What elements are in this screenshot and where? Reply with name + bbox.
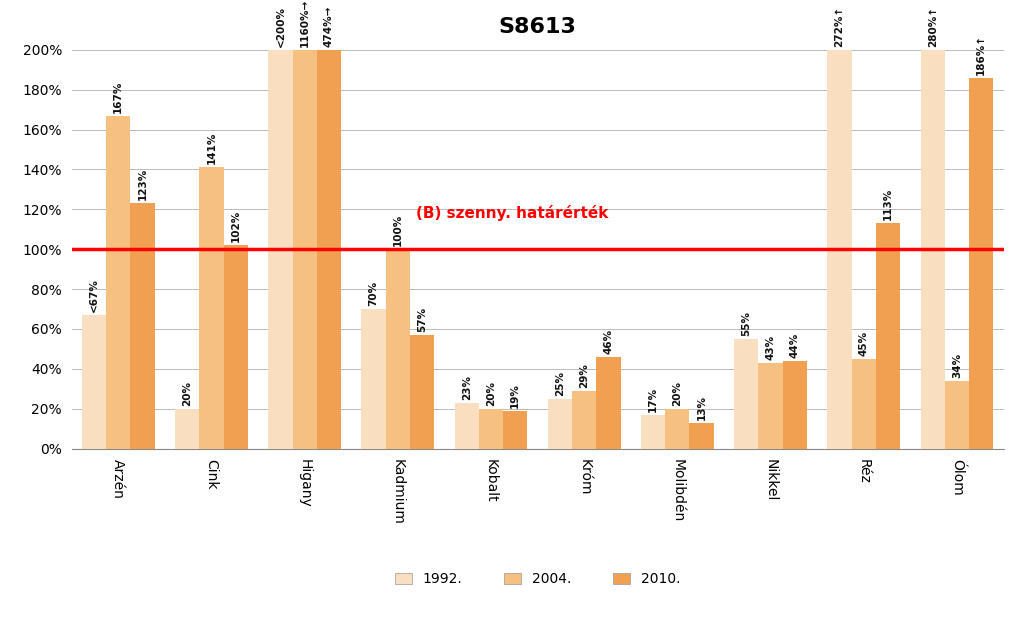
Text: 113%: 113% — [883, 188, 893, 221]
Bar — [410, 335, 434, 449]
Bar — [293, 50, 316, 449]
Bar — [782, 361, 807, 449]
Text: 45%: 45% — [859, 331, 868, 356]
Text: 20%: 20% — [673, 381, 682, 406]
Text: 100%: 100% — [393, 214, 402, 246]
Bar — [921, 50, 945, 449]
Bar — [503, 411, 527, 449]
Text: 123%: 123% — [137, 168, 147, 201]
Text: 29%: 29% — [580, 363, 589, 388]
Bar — [548, 399, 572, 449]
Text: 186%↑: 186%↑ — [976, 34, 986, 75]
Bar — [175, 409, 200, 449]
Text: 474%→: 474%→ — [324, 6, 334, 47]
Text: 25%: 25% — [555, 371, 565, 396]
Bar — [268, 50, 293, 449]
Text: 20%: 20% — [486, 381, 496, 406]
Title: S8613: S8613 — [499, 17, 577, 37]
Bar — [223, 245, 248, 449]
Text: 102%: 102% — [230, 210, 241, 242]
Bar — [106, 116, 130, 449]
Text: 167%: 167% — [114, 80, 123, 113]
Bar — [759, 363, 782, 449]
Text: 272%↑: 272%↑ — [835, 6, 845, 47]
Bar — [641, 415, 666, 449]
Bar — [852, 359, 876, 449]
Bar — [876, 223, 900, 449]
Bar — [479, 409, 503, 449]
Text: 20%: 20% — [182, 381, 193, 406]
Bar — [386, 249, 410, 449]
Text: 19%: 19% — [510, 383, 520, 407]
Bar — [455, 402, 479, 449]
Text: 43%: 43% — [766, 335, 775, 360]
Legend: 1992., 2004., 2010.: 1992., 2004., 2010. — [388, 565, 687, 593]
Text: 17%: 17% — [648, 386, 658, 412]
Bar — [969, 78, 993, 449]
Bar — [734, 339, 759, 449]
Bar — [361, 309, 386, 449]
Text: 70%: 70% — [369, 281, 379, 306]
Bar — [596, 357, 621, 449]
Text: 57%: 57% — [417, 307, 427, 332]
Text: 1160%→: 1160%→ — [300, 0, 309, 47]
Text: <200%: <200% — [275, 6, 286, 47]
Text: 13%: 13% — [696, 394, 707, 420]
Text: 34%: 34% — [952, 353, 962, 378]
Bar — [689, 422, 714, 449]
Text: 44%: 44% — [790, 333, 800, 358]
Bar — [827, 50, 852, 449]
Text: 23%: 23% — [462, 374, 472, 400]
Bar — [130, 203, 155, 449]
Bar — [945, 381, 969, 449]
Bar — [82, 315, 106, 449]
Text: 280%↑: 280%↑ — [928, 6, 938, 47]
Text: 55%: 55% — [741, 311, 752, 336]
Bar — [666, 409, 689, 449]
Text: (B) szenny. határérték: (B) szenny. határérték — [417, 206, 609, 221]
Text: <67%: <67% — [89, 278, 99, 312]
Text: 141%: 141% — [207, 132, 216, 164]
Bar — [572, 391, 596, 449]
Bar — [200, 168, 223, 449]
Text: 46%: 46% — [603, 329, 613, 354]
Bar — [316, 50, 341, 449]
